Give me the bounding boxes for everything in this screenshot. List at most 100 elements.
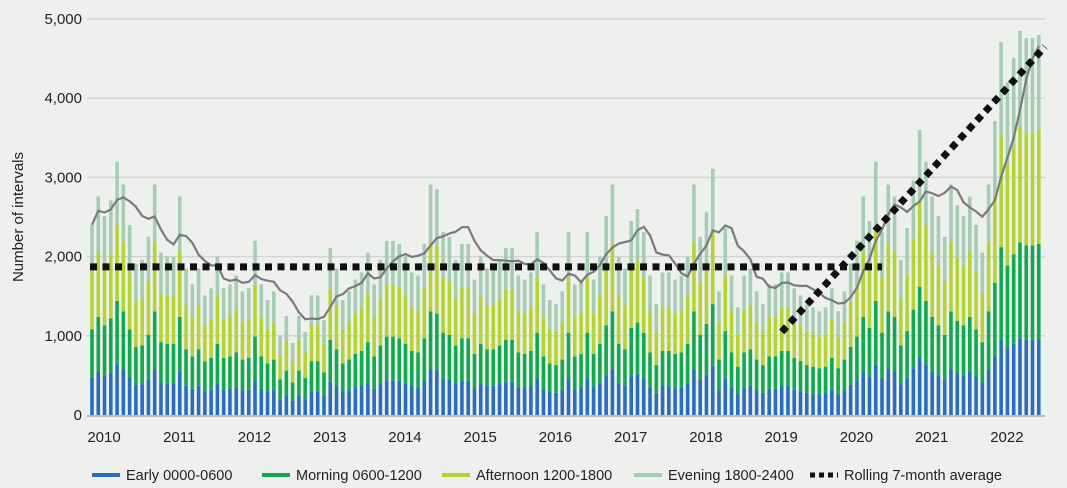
bar-morning [729, 352, 734, 388]
bar-morning [547, 363, 552, 393]
bar-evening [384, 240, 389, 285]
bar-evening [435, 189, 439, 246]
bar-evening [629, 220, 634, 270]
bar-early [641, 378, 646, 415]
bar-evening [616, 256, 621, 297]
legend-label: Evening 1800-2400 [668, 468, 794, 484]
bar-evening [184, 268, 188, 305]
bar-morning [830, 357, 834, 390]
y-tick-label: 0 [74, 407, 82, 424]
bar-afternoon [209, 319, 213, 358]
bar-morning [1036, 243, 1041, 339]
bar-evening [861, 196, 866, 252]
bar-afternoon [109, 254, 113, 319]
bar-afternoon [259, 316, 264, 357]
bar-evening [1011, 57, 1016, 148]
bar-morning [190, 356, 195, 389]
bar-early [867, 376, 872, 415]
bar-afternoon [228, 316, 232, 357]
bar-afternoon [547, 328, 552, 364]
bar-morning [359, 350, 364, 387]
bar-afternoon [435, 245, 439, 314]
bar-evening [378, 259, 383, 299]
bar-evening [1036, 34, 1041, 130]
bar-early [974, 376, 978, 415]
x-tick-label: 2015 [464, 429, 497, 446]
bar-morning [297, 370, 301, 396]
bar-early [673, 388, 677, 415]
bar-afternoon [817, 337, 822, 369]
bar-afternoon [453, 298, 458, 346]
bar-evening [873, 161, 878, 225]
bar-afternoon [516, 310, 521, 353]
bar-early [529, 386, 533, 415]
bar-morning [880, 332, 884, 379]
bar-afternoon [309, 325, 314, 362]
bar-early [986, 369, 991, 415]
bar-afternoon [504, 289, 508, 340]
bar-morning [472, 354, 477, 389]
bar-evening [842, 291, 847, 323]
bar-early [372, 388, 376, 415]
bar-early [246, 389, 251, 415]
y-tick-label: 2,000 [44, 249, 82, 266]
bar-early [798, 391, 803, 415]
bar-afternoon [585, 277, 590, 333]
bar-morning [428, 311, 433, 370]
bar-early [566, 378, 571, 415]
bar-evening [754, 291, 759, 323]
legend-label: Afternoon 1200-1800 [476, 468, 612, 484]
x-tick-label: 2014 [388, 429, 421, 446]
bar-morning [591, 354, 596, 389]
bar-morning [196, 349, 201, 386]
bar-morning [792, 357, 797, 390]
bar-morning [422, 338, 427, 381]
bar-evening [654, 304, 659, 332]
bar-early [441, 378, 445, 415]
bar-morning [522, 354, 527, 389]
bar-evening [579, 279, 583, 314]
bar-afternoon [478, 296, 483, 344]
bar-evening [447, 236, 452, 282]
bar-afternoon [660, 308, 665, 351]
bar-early [761, 392, 765, 415]
bar-morning [504, 339, 508, 382]
bar-morning [322, 372, 326, 396]
bar-evening [729, 275, 734, 311]
bar-afternoon [246, 319, 251, 358]
bar-evening [961, 216, 966, 267]
bar-evening [905, 228, 909, 275]
bar-afternoon [529, 308, 533, 351]
bar-morning [742, 352, 746, 388]
bar-evening [679, 275, 684, 311]
bar-afternoon [942, 281, 947, 336]
bar-morning [278, 379, 282, 400]
bar-afternoon [284, 340, 289, 371]
bar-early [416, 387, 420, 415]
bar-afternoon [924, 224, 928, 301]
bar-afternoon [936, 266, 941, 326]
bar-morning [435, 313, 439, 370]
bar-evening [704, 212, 709, 263]
bar-morning [754, 359, 759, 391]
bar-afternoon [667, 308, 671, 351]
bar-early [886, 369, 891, 415]
bar-afternoon [861, 251, 866, 317]
bar-early [754, 390, 759, 415]
bar-morning [974, 329, 978, 377]
bar-afternoon [560, 322, 565, 360]
bar-evening [635, 209, 640, 261]
bar-morning [96, 316, 101, 372]
bar-early [698, 379, 702, 415]
bar-afternoon [616, 296, 621, 344]
bar-afternoon [90, 272, 94, 330]
bar-early [723, 377, 728, 415]
bar-afternoon [1036, 129, 1041, 244]
bar-afternoon [409, 308, 414, 351]
bar-morning [228, 356, 232, 389]
bar-early [347, 390, 351, 415]
bar-morning [855, 336, 859, 381]
bar-morning [811, 366, 815, 394]
bar-early [272, 390, 276, 415]
bar-early [579, 388, 583, 415]
